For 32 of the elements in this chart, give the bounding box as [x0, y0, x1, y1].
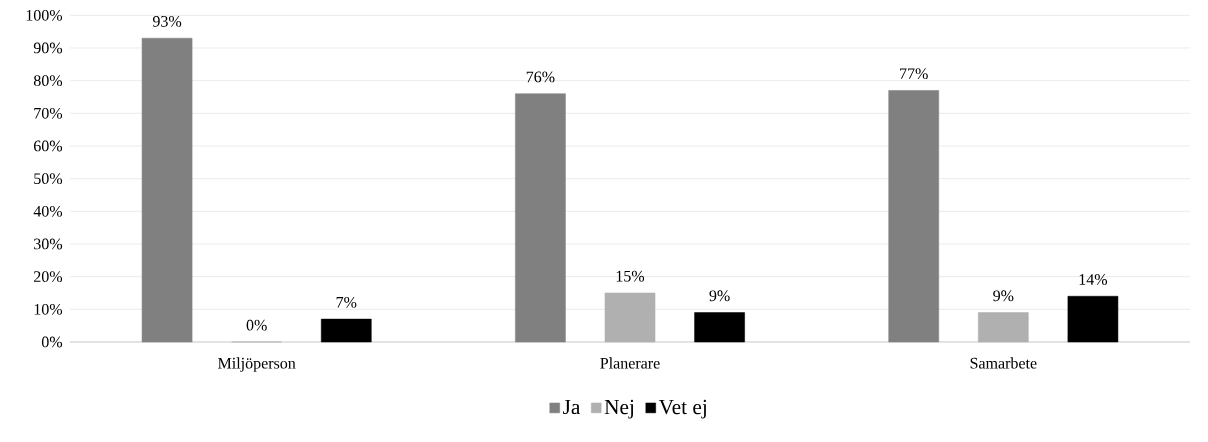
data-label: 14% — [1079, 274, 1108, 285]
y-tick-label: 30% — [34, 238, 63, 250]
bar — [1067, 295, 1119, 343]
data-label: 77% — [900, 68, 928, 80]
x-tick-label: Samarbete — [970, 357, 1037, 369]
x-tick-label: Miljöperson — [218, 357, 296, 372]
y-tick-label: 40% — [33, 205, 63, 217]
legend-label: Ja — [563, 399, 581, 415]
y-tick-label: 20% — [34, 271, 63, 283]
legend-label: Nej — [604, 399, 634, 419]
y-tick-label: 70% — [34, 107, 63, 119]
x-tick-label: Planerare — [600, 357, 660, 369]
y-tick-label: 90% — [33, 42, 63, 54]
data-label: 7% — [336, 296, 357, 308]
y-tick-label: 60% — [34, 140, 63, 152]
bar — [320, 318, 372, 343]
y-tick-label: 10% — [34, 303, 63, 315]
data-label: 9% — [993, 290, 1014, 302]
bar — [694, 312, 745, 343]
y-tick-label: 100% — [26, 9, 63, 21]
bar — [888, 90, 940, 343]
legend-label: Vet ej — [658, 399, 706, 419]
bar — [515, 93, 566, 343]
data-label: 9% — [709, 290, 730, 302]
data-label: 76% — [526, 71, 555, 83]
data-label: 15% — [616, 270, 645, 282]
data-label: 0% — [246, 319, 267, 331]
y-tick-label: 0% — [41, 336, 63, 348]
data-label: 93% — [152, 15, 182, 27]
y-tick-label: 50% — [34, 173, 63, 185]
y-tick-label: 80% — [33, 75, 63, 87]
bar — [141, 37, 193, 343]
